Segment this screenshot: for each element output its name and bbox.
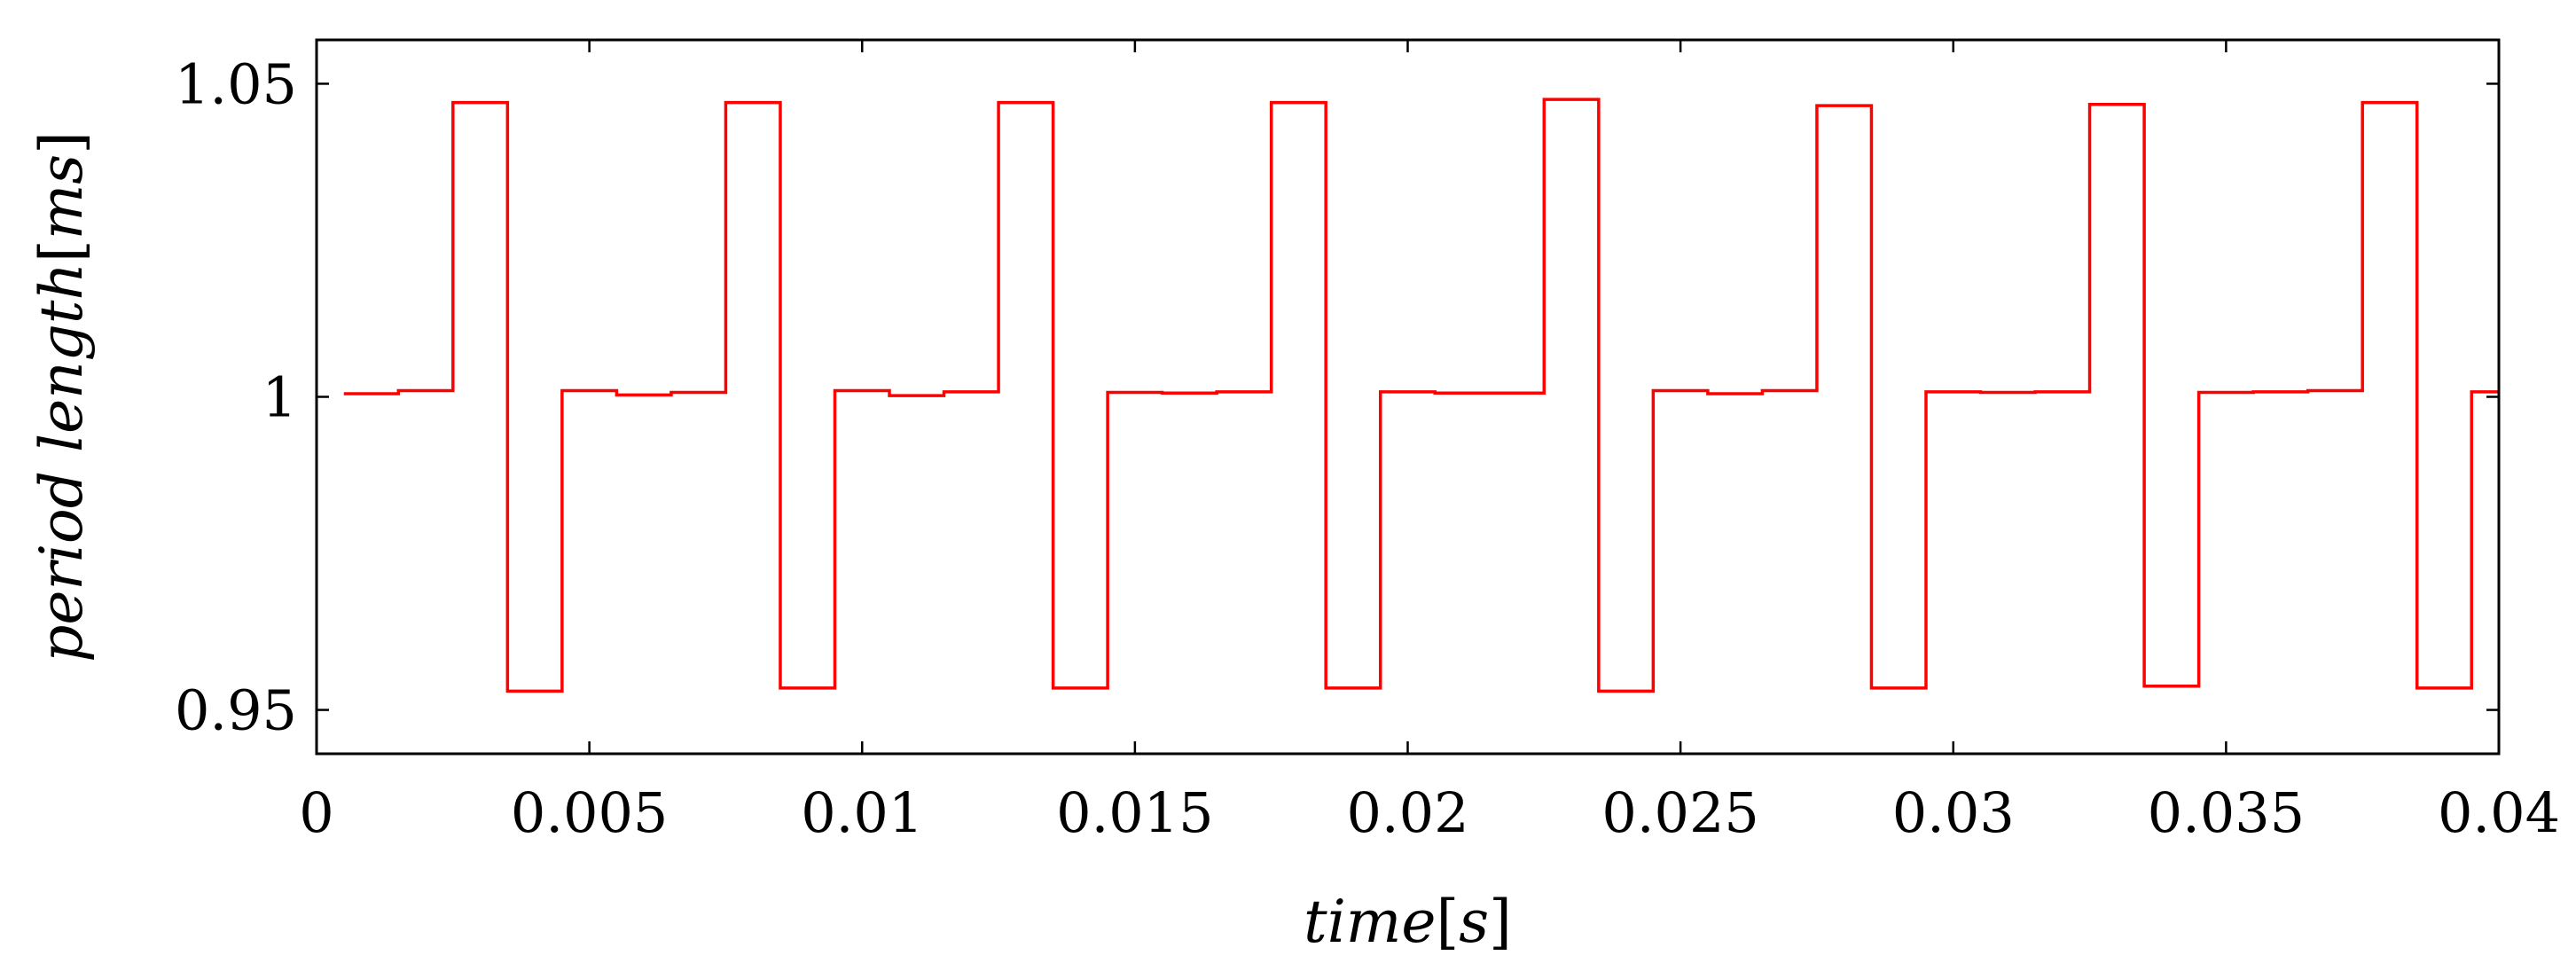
series-line-0 bbox=[343, 98, 2499, 693]
x-axis-title-main: time bbox=[1304, 888, 1436, 956]
x-tick-label-4: 0.02 bbox=[1346, 780, 1468, 845]
tick-labels: 0 0.005 0.01 0.015 0.02 0.025 0.03 0.035 0.04 0.9… bbox=[175, 51, 2560, 845]
x-tick-label-8: 0.04 bbox=[2438, 780, 2560, 845]
y-axis-title-close-bracket: ] bbox=[27, 131, 96, 154]
x-tick-label-3: 0.015 bbox=[1056, 780, 1214, 845]
x-tick-label-5: 0.025 bbox=[1601, 780, 1759, 845]
x-axis-title-unit: s bbox=[1459, 888, 1489, 956]
x-axis-title-open-bracket: [ bbox=[1436, 888, 1459, 956]
x-axis-title-close-bracket: ] bbox=[1489, 888, 1512, 956]
y-axis-title: period length[ms] bbox=[27, 131, 96, 662]
x-axis-title: time[s] bbox=[1304, 888, 1512, 956]
x-tick-label-6: 0.03 bbox=[1892, 780, 2015, 845]
x-tick-label-7: 0.035 bbox=[2148, 780, 2306, 845]
y-tick-label-0: 0.95 bbox=[175, 678, 297, 743]
y-tick-label-1: 1 bbox=[262, 365, 297, 430]
y-axis-title-main: period length bbox=[27, 262, 96, 662]
x-tick-label-0: 0 bbox=[299, 780, 333, 845]
plot-frame bbox=[315, 38, 2501, 756]
x-tick-label-1: 0.005 bbox=[511, 780, 669, 845]
x-tick-label-2: 0.01 bbox=[801, 780, 923, 845]
y-axis-title-open-bracket: [ bbox=[27, 239, 96, 262]
y-axis-title-unit: ms bbox=[27, 154, 96, 239]
chart-marks bbox=[343, 98, 2499, 693]
y-tick-label-2: 1.05 bbox=[175, 51, 297, 116]
axis-ticks bbox=[315, 40, 2501, 754]
